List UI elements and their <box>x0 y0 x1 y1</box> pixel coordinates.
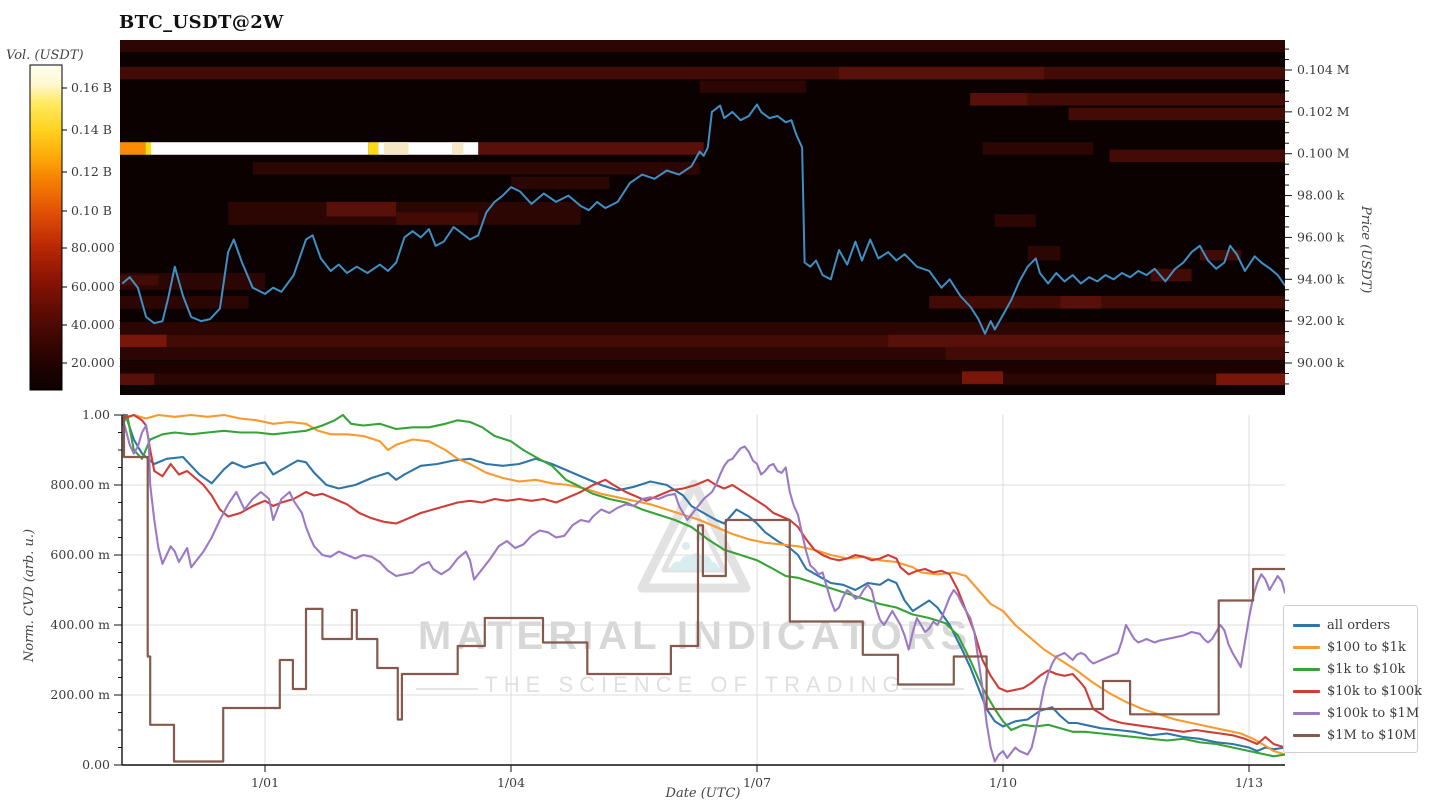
date-tick-label: 1/01 <box>251 775 279 790</box>
series--100k-to-1m <box>122 418 1285 763</box>
page-title: BTC_USDT@2W <box>119 12 284 33</box>
date-axis-label: Date (UTC) <box>665 786 741 801</box>
colorbar-tick-label: 80.000 M <box>71 240 132 255</box>
legend-swatch <box>1293 623 1320 627</box>
watermark-line2: THE SCIENCE OF TRADING <box>484 672 906 697</box>
series-all-orders <box>122 413 1285 753</box>
colorbar-tick-label: 0.14 B <box>71 122 112 137</box>
colorbar-tick-label: 60.000 M <box>71 279 132 294</box>
price-tick-label: 92.00 k <box>1297 313 1345 328</box>
colorbar-tick-label: 20.000 M <box>71 355 132 370</box>
cvd-grid <box>122 415 1285 765</box>
colorbar-tick-label: 40.000 M <box>71 317 132 332</box>
legend-swatch <box>1293 645 1320 649</box>
watermark-line1: MATERIAL INDICATORS <box>417 614 973 658</box>
price-tick-label: 0.104 M <box>1297 62 1350 77</box>
colorbar-tick-label: 0.10 B <box>71 203 112 218</box>
legend-item-all-orders: all orders <box>1284 614 1417 636</box>
legend-item--100-to-1k: $100 to $1k <box>1284 636 1417 658</box>
cvd-tick-label: 600.00 m <box>50 547 110 562</box>
series--1m-to-10m <box>122 413 1285 763</box>
watermark-rule-right <box>902 688 964 690</box>
legend-label: $1k to $10k <box>1327 661 1406 677</box>
price-line <box>121 103 1285 335</box>
price-tick-label: 94.00 k <box>1297 271 1345 286</box>
legend-item--100k-to-1m: $100k to $1M <box>1284 702 1420 724</box>
cvd-tick-label: 400.00 m <box>50 617 110 632</box>
legend: all orders $100 to $1k $1k to $10k $10k to … <box>1283 605 1422 753</box>
legend-label: $1M to $10M <box>1327 727 1417 743</box>
legend-label: all orders <box>1327 617 1391 633</box>
legend-item--1m-to-10m: $1M to $10M <box>1284 724 1417 746</box>
date-tick-label: 1/10 <box>989 775 1017 790</box>
series--10k-to-100k <box>122 413 1285 749</box>
series--1k-to-10k <box>122 413 1285 758</box>
colorbar <box>29 64 63 391</box>
price-tick-label: 98.00 k <box>1297 188 1345 203</box>
date-tick-label: 1/07 <box>743 775 771 790</box>
legend-swatch <box>1293 689 1320 693</box>
cvd-tick-label: 800.00 m <box>50 477 110 492</box>
colorbar-tick-label: 0.16 B <box>71 80 112 95</box>
price-tick-label: 90.00 k <box>1297 355 1345 370</box>
legend-swatch <box>1293 667 1320 671</box>
legend-swatch <box>1293 733 1320 737</box>
cvd-axis-label: Norm. CVD (arb. u.) <box>22 528 37 662</box>
legend-swatch <box>1293 711 1320 715</box>
price-axis-label: Price (USDT) <box>1358 206 1373 294</box>
cvd-tick-label: 200.00 m <box>50 687 110 702</box>
series--100-to-1k <box>122 413 1285 756</box>
watermark-rule-left <box>416 688 478 690</box>
cvd-series <box>122 413 1285 763</box>
cvd-tick-label: 0.00 <box>82 757 110 772</box>
price-tick-label: 0.102 M <box>1297 104 1350 119</box>
legend-label: $100 to $1k <box>1327 639 1406 655</box>
price-tick-label: 0.100 M <box>1297 146 1350 161</box>
date-tick-label: 1/04 <box>497 775 525 790</box>
legend-item--1k-to-10k: $1k to $10k <box>1284 658 1417 680</box>
legend-label: $10k to $100k <box>1327 683 1422 699</box>
colorbar-tick-label: 0.12 B <box>71 164 112 179</box>
legend-label: $100k to $1M <box>1327 705 1420 721</box>
cvd-tick-label: 1.00 <box>82 407 110 422</box>
legend-item--10k-to-100k: $10k to $100k <box>1284 680 1422 702</box>
date-tick-label: 1/13 <box>1235 775 1263 790</box>
price-tick-label: 96.00 k <box>1297 229 1345 244</box>
colorbar-label: Vol. (USDT) <box>6 48 84 63</box>
